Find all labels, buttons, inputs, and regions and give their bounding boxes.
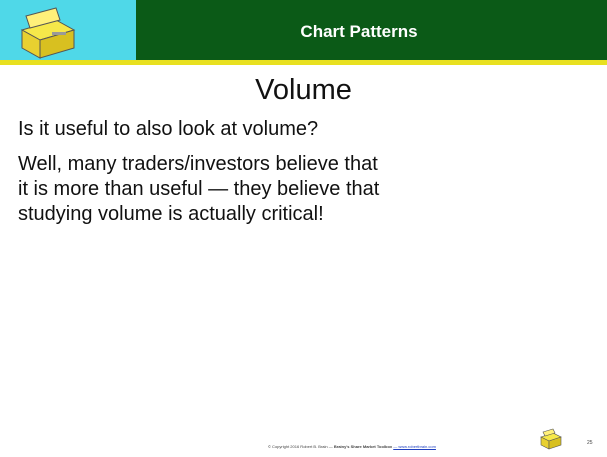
question: Is it useful to also look at volume? [18, 118, 319, 140]
toolbox-icon [20, 7, 76, 59]
header-rule [0, 60, 607, 65]
footer-icon [540, 428, 562, 450]
header-band [136, 0, 607, 60]
answer-line: it is more than useful — they believe th… [18, 178, 380, 200]
header-left [0, 0, 136, 60]
page-number: 25 [587, 440, 593, 446]
header-title: Chart Patterns [300, 22, 418, 41]
footer: © Copyright 2016 Robert B. Brain — Brain… [268, 444, 436, 449]
copyright: © Copyright 2016 Robert B. Brain — [268, 444, 333, 449]
answer-line: Well, many traders/investors believe tha… [18, 153, 378, 175]
slide-title: Volume [255, 74, 352, 106]
footer-url[interactable]: — www.robertbrain.com [393, 444, 436, 449]
toolbox-name: Brainy's Share Market Toolbox [333, 444, 393, 449]
answer: Well, many traders/investors believe tha… [18, 152, 379, 227]
answer-line: studying volume is actually critical! [18, 203, 324, 225]
